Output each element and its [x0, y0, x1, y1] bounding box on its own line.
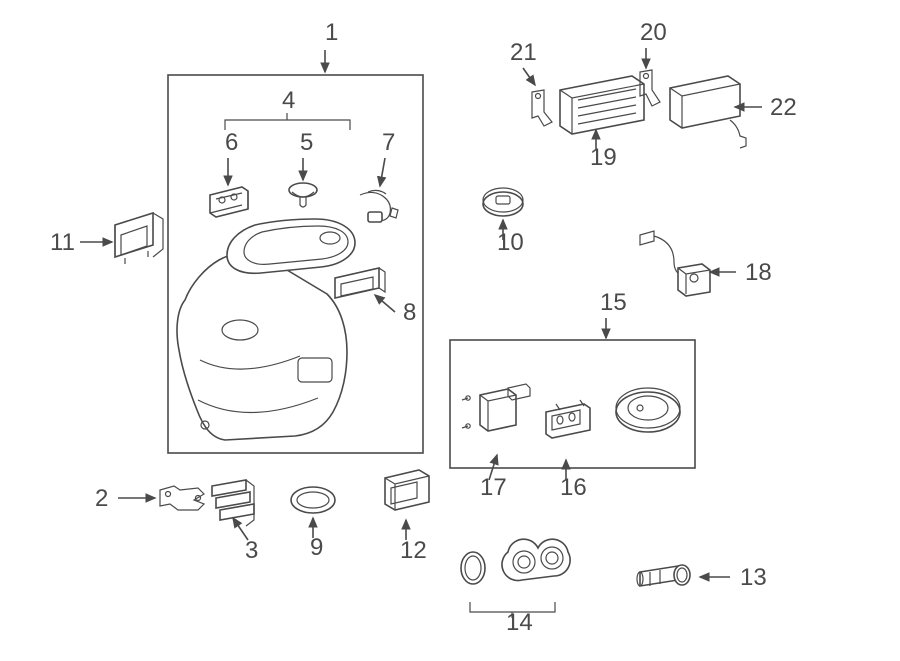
part-19-amp — [560, 76, 644, 134]
callout-label-10: 10 — [497, 229, 524, 256]
part-15-dome — [616, 388, 680, 432]
callout-label-5: 5 — [300, 129, 313, 156]
callout-label-22: 22 — [770, 94, 797, 121]
callout-leader-21 — [523, 68, 535, 85]
part-8-tray — [335, 268, 385, 298]
part-1-console — [177, 254, 347, 440]
bracket-4 — [225, 113, 350, 130]
part-18-sensor — [640, 231, 710, 296]
part-14-socket — [502, 539, 570, 580]
part-12-box — [385, 470, 429, 510]
callout-label-8: 8 — [403, 299, 416, 326]
callout-label-18: 18 — [745, 259, 772, 286]
parts-diagram: 12345678910111213141516171819202122 — [0, 0, 900, 661]
callout-label-19: 19 — [590, 144, 617, 171]
part-17-module — [462, 384, 530, 431]
callout-label-7: 7 — [382, 129, 395, 156]
callout-label-12: 12 — [400, 537, 427, 564]
callout-label-1: 1 — [325, 19, 338, 46]
callout-label-16: 16 — [560, 474, 587, 501]
part-14-ring — [461, 552, 485, 584]
callout-label-2: 2 — [95, 485, 108, 512]
callout-label-14: 14 — [506, 609, 533, 636]
part-21-bracket — [532, 90, 552, 126]
callout-leader-7 — [380, 158, 385, 186]
part-4-bezel — [227, 219, 355, 273]
callout-label-17: 17 — [480, 474, 507, 501]
callout-label-6: 6 — [225, 129, 238, 156]
part-22-receiver — [670, 76, 746, 148]
part-9-pad — [291, 487, 335, 513]
part-7-harness — [360, 190, 398, 222]
callout-label-11: 11 — [50, 229, 75, 256]
callout-label-9: 9 — [310, 534, 323, 561]
part-2-bracket — [160, 486, 204, 510]
callout-label-21: 21 — [510, 39, 537, 66]
part-5-knob — [289, 183, 317, 207]
callout-label-20: 20 — [640, 19, 667, 46]
part-6-switch — [210, 187, 248, 217]
part-16-bezel — [546, 400, 590, 438]
callout-label-13: 13 — [740, 564, 767, 591]
part-10-lamp — [483, 188, 523, 216]
callout-label-4: 4 — [282, 87, 295, 114]
callout-leader-8 — [375, 295, 395, 312]
callout-label-3: 3 — [245, 537, 258, 564]
part-13-lighter — [637, 565, 690, 586]
callout-label-15: 15 — [600, 289, 627, 316]
part-11 — [115, 213, 163, 264]
